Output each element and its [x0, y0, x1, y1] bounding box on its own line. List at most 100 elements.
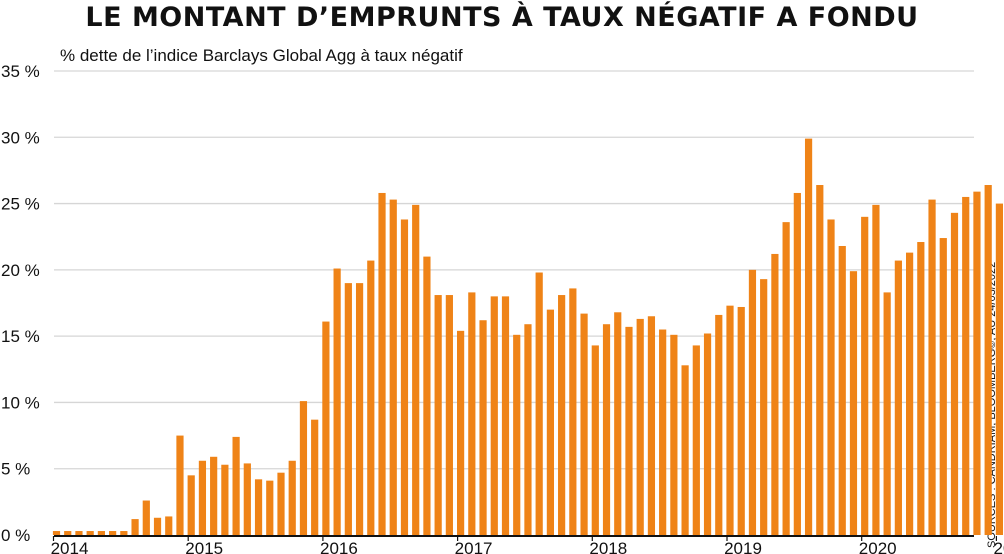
- y-tick-label: 25 %: [1, 195, 40, 214]
- y-axis-ticks: 0 % 5 % 10 % 15 % 20 % 25 % 30 % 35 %: [1, 62, 40, 545]
- chart-title: LE MONTANT D’EMPRUNTS À TAUX NÉGATIF A F…: [85, 2, 919, 33]
- bar: [894, 260, 902, 535]
- bar: [647, 316, 656, 535]
- bar: [254, 479, 263, 535]
- bar: [681, 365, 689, 535]
- bar: [973, 191, 981, 535]
- bar: [221, 464, 229, 535]
- bar: [165, 516, 173, 535]
- bar: [804, 138, 813, 535]
- bar: [187, 475, 195, 535]
- bar: [659, 329, 667, 535]
- bar: [535, 272, 543, 535]
- bar: [771, 253, 779, 535]
- bar: [97, 531, 105, 535]
- bar: [737, 306, 745, 535]
- bar: [614, 312, 622, 535]
- bar: [355, 283, 364, 535]
- bar: [367, 260, 375, 535]
- bar: [412, 204, 420, 535]
- bar: [131, 519, 139, 535]
- bar: [726, 305, 734, 535]
- bar: [827, 219, 835, 536]
- bar: [299, 401, 308, 535]
- bar: [636, 318, 644, 535]
- y-tick-label: 0 %: [1, 526, 30, 545]
- x-tick-label: 2015: [185, 539, 223, 554]
- bar: [378, 192, 386, 536]
- y-tick-label: 30 %: [1, 128, 40, 147]
- bar: [75, 531, 83, 535]
- bar: [861, 216, 869, 536]
- bar: [322, 321, 330, 535]
- bar: [109, 531, 117, 535]
- y-tick-label: 35 %: [1, 62, 40, 81]
- bar: [389, 199, 397, 535]
- x-tick-label: 2021: [993, 539, 1004, 554]
- bar: [210, 456, 218, 535]
- bar: [176, 435, 184, 535]
- bar: [266, 480, 274, 535]
- bar: [333, 268, 341, 535]
- bar: [288, 460, 296, 535]
- bar: [950, 212, 959, 535]
- bar: [546, 309, 554, 535]
- bar: [838, 245, 846, 535]
- bar: [490, 296, 498, 535]
- bar: [849, 271, 858, 535]
- bar: [670, 334, 678, 535]
- x-tick-label: 2014: [51, 539, 89, 554]
- bar: [400, 219, 409, 536]
- bar: [64, 531, 72, 535]
- bar: [524, 324, 532, 535]
- bars: [52, 138, 1003, 536]
- bar: [423, 256, 431, 535]
- bar: [120, 531, 128, 535]
- bar: [692, 345, 700, 535]
- x-tick-label: 2018: [589, 539, 627, 554]
- bar: [468, 292, 476, 535]
- bar: [715, 314, 723, 535]
- bar: [939, 238, 947, 536]
- bar: [580, 313, 588, 535]
- bar: [479, 320, 487, 535]
- chart-subtitle: % dette de l’indice Barclays Global Agg …: [60, 46, 463, 65]
- bar: [872, 204, 880, 535]
- bar: [513, 334, 521, 535]
- bar: [86, 531, 94, 535]
- bar: [625, 326, 633, 535]
- bar: [311, 419, 319, 535]
- bar: [602, 324, 611, 535]
- bar: [995, 203, 1003, 536]
- bar: [344, 283, 352, 535]
- bar: [883, 292, 891, 535]
- bar: [198, 460, 207, 535]
- y-tick-label: 15 %: [1, 327, 40, 346]
- bar: [243, 463, 251, 535]
- bar: [445, 295, 453, 535]
- bar: [703, 333, 712, 535]
- bar: [793, 192, 801, 536]
- x-tick-label: 2020: [859, 539, 897, 554]
- bar: [760, 279, 768, 535]
- bar: [52, 531, 61, 535]
- bar: [816, 185, 824, 536]
- x-axis-ticks: 201420152016201720182019202020212022: [51, 536, 1004, 554]
- bar: [569, 288, 577, 535]
- bar: [591, 345, 599, 535]
- bar: [277, 472, 285, 535]
- y-tick-label: 5 %: [1, 460, 30, 479]
- x-tick-label: 2019: [724, 539, 762, 554]
- bar: [782, 222, 790, 536]
- bar: [501, 296, 510, 535]
- bar: [434, 295, 442, 535]
- y-tick-label: 10 %: [1, 393, 40, 412]
- bar: [962, 196, 970, 535]
- bar: [917, 242, 925, 535]
- y-tick-label: 20 %: [1, 261, 40, 280]
- bar: [142, 500, 150, 535]
- bar: [748, 269, 757, 535]
- bar: [153, 517, 162, 535]
- bar: [457, 330, 465, 535]
